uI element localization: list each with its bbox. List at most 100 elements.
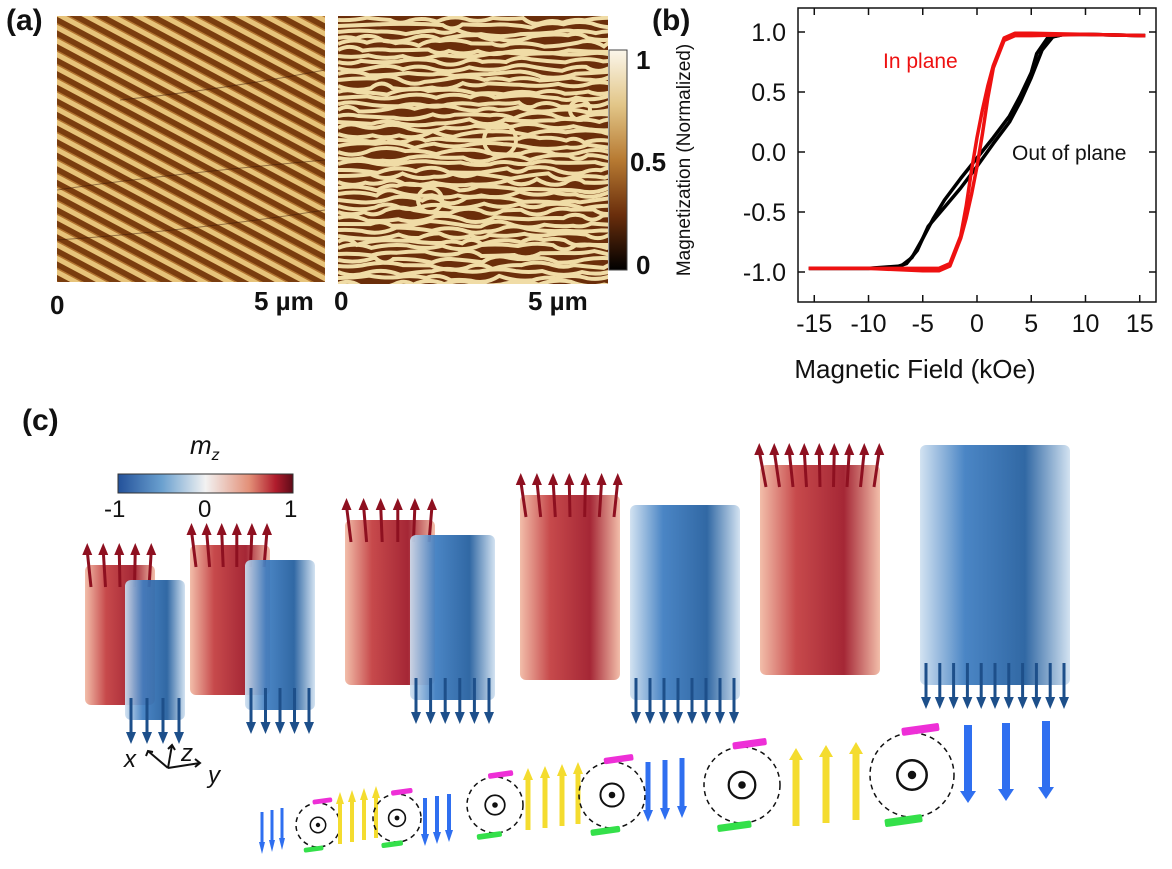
spin-arrow-up — [535, 480, 543, 518]
helix-domain-down — [410, 535, 495, 700]
x-tick-label: -15 — [796, 310, 832, 338]
y-tick-label: 0.0 — [751, 139, 786, 167]
mz-tick-neg1: -1 — [104, 496, 126, 523]
spin-arrow-up — [597, 480, 604, 518]
spin-arrow-up — [567, 480, 572, 518]
chirality-arrow-top — [603, 754, 634, 765]
spin-arrowhead — [304, 722, 314, 734]
labyrinth-domain — [338, 236, 608, 248]
x-axis-label: Magnetic Field (kOe) — [794, 354, 1035, 384]
spin-arrowhead — [411, 712, 421, 724]
out-of-plane-symbol — [484, 794, 506, 816]
labyrinth-domain — [338, 20, 608, 31]
spin-arrowhead — [174, 732, 184, 744]
spin-arrowhead — [1031, 697, 1042, 709]
labyrinth-domain — [338, 74, 608, 86]
labyrinth-domain — [338, 153, 608, 164]
x-tick-label: -5 — [912, 310, 934, 338]
labyrinth-domain — [338, 31, 608, 44]
spin-arrowhead — [146, 543, 157, 555]
spin-arrow-up — [117, 550, 122, 588]
spin-arrowhead — [1059, 697, 1069, 709]
panel-label-c: (c) — [22, 404, 59, 437]
labyrinth-domain — [338, 80, 608, 92]
spin-arrowhead — [275, 722, 285, 734]
helix-domain-up — [520, 495, 620, 680]
labyrinth-domain — [338, 50, 608, 62]
afm-colorbar-tick-05: 0.5 — [630, 147, 667, 177]
spin-arrow-up — [85, 550, 93, 588]
spin-arrowhead — [372, 786, 380, 798]
spin-arrowhead — [849, 742, 863, 754]
spin-arrowhead — [360, 788, 368, 800]
y-tick-label: 0.5 — [751, 79, 786, 107]
afm-images — [57, 16, 628, 284]
labyrinth-domain — [338, 165, 608, 176]
spin-arrowhead — [392, 498, 403, 510]
x-tick-label: 15 — [1126, 310, 1154, 338]
spin-arrowhead — [440, 712, 451, 724]
spin-arrowhead — [130, 543, 141, 555]
spin-arrow-up — [612, 480, 620, 518]
series-line-out-of-plane-branch-2 — [808, 32, 1146, 271]
spin-arrowhead — [580, 473, 591, 485]
out-of-plane-symbol — [309, 816, 327, 834]
x-tick-label: 0 — [970, 310, 984, 338]
labyrinth-domain — [338, 86, 608, 97]
out-of-plane-dot — [907, 770, 917, 780]
afm-left-x-start: 0 — [50, 290, 65, 320]
spin-arrow-up — [757, 450, 768, 488]
panel-label-a: (a) — [6, 4, 43, 37]
mz-tick-1: 1 — [284, 496, 298, 523]
out-of-plane-dot — [492, 802, 498, 808]
spin-arrowhead — [701, 712, 711, 724]
spin-arrowhead — [531, 473, 542, 485]
spin-arrowhead — [246, 722, 256, 734]
spin-arrowhead — [874, 443, 885, 455]
spin-arrowhead — [596, 473, 607, 485]
labyrinth-domain — [338, 176, 608, 188]
x-tick-label: -10 — [850, 310, 886, 338]
spin-arrow-up — [845, 450, 851, 488]
afm-colorbar — [608, 49, 628, 271]
spin-arrowhead — [375, 498, 386, 510]
labyrinth-domain — [338, 171, 608, 182]
spin-arrowhead — [769, 443, 780, 455]
out-of-plane-symbol — [599, 782, 625, 808]
spin-arrowhead — [260, 722, 271, 734]
chirality-arrow-bottom — [717, 820, 752, 832]
spin-arrow-up — [101, 550, 107, 588]
chirality-arrow-bottom — [303, 845, 324, 853]
spin-arrowhead — [425, 712, 436, 724]
labyrinth-domain — [338, 134, 608, 145]
spin-arrowhead — [829, 443, 840, 455]
spin-arrowhead — [98, 543, 109, 555]
labyrinth-domain — [338, 266, 608, 278]
domain-wall-circle — [703, 746, 781, 824]
y-tick-label: 1.0 — [751, 19, 786, 47]
labyrinth-domain — [338, 181, 608, 195]
labyrinth-domain — [338, 273, 608, 284]
spin-arrowhead — [934, 697, 945, 709]
spin-arrowhead — [673, 712, 683, 724]
spin-arrowhead — [814, 443, 825, 455]
spin-arrowhead — [1045, 697, 1056, 709]
spin-arrowhead — [573, 762, 583, 774]
spin-arrowhead — [126, 732, 136, 744]
helix-domain-down — [125, 580, 185, 720]
spin-arrowhead — [246, 523, 257, 535]
afm-right-x-end: 5 µm — [528, 286, 588, 316]
labyrinth-domain — [338, 63, 608, 74]
coordinate-axes — [145, 743, 202, 769]
spin-arrowhead — [358, 498, 369, 510]
spin-arrowhead — [631, 712, 641, 724]
spin-arrowhead — [348, 790, 356, 802]
chirality-arrow-top — [390, 787, 413, 796]
spin-arrow-up — [220, 530, 225, 568]
spin-arrowhead — [557, 764, 567, 776]
labyrinth-domain — [338, 27, 608, 39]
spin-arrowhead — [186, 523, 197, 535]
chirality-arrow-top — [488, 770, 514, 779]
spin-arrowhead — [158, 732, 168, 744]
series-label-in-plane: In plane — [883, 50, 958, 73]
